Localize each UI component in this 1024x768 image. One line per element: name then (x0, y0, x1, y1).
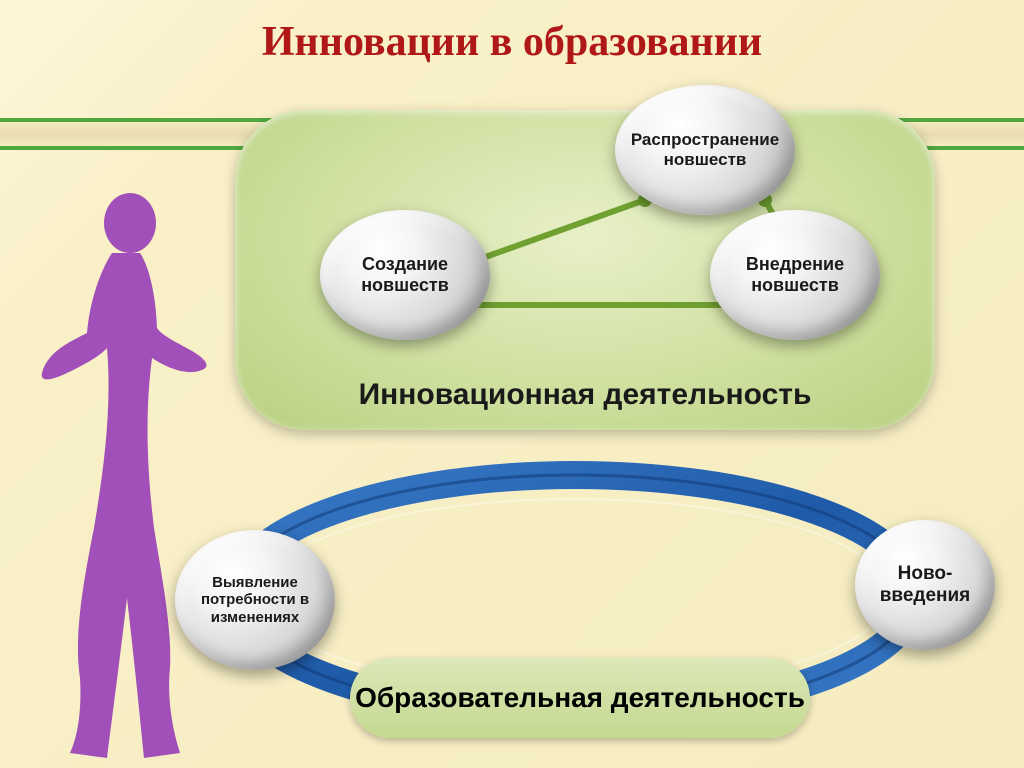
ring-label: Образовательная деятельность (350, 658, 810, 738)
innovation-panel: Распространение новшеств Создание новшес… (235, 110, 935, 430)
node-label: Выявление потребности в изменениях (175, 574, 335, 626)
node-distribution: Распространение новшеств (615, 85, 795, 215)
woman-silhouette (12, 158, 232, 758)
node-creation: Создание новшеств (320, 210, 490, 340)
node-label: Ново- введения (880, 563, 971, 607)
node-needs: Выявление потребности в изменениях (175, 530, 335, 670)
page-title: Инновации в образовании (0, 0, 1024, 76)
node-label: Внедрение новшеств (710, 254, 880, 295)
node-label: Создание новшеств (320, 254, 490, 295)
node-innovation: Ново- введения (855, 520, 995, 650)
node-implementation: Внедрение новшеств (710, 210, 880, 340)
panel-label: Инновационная деятельность (235, 378, 935, 412)
ring-label-text: Образовательная деятельность (355, 683, 805, 714)
node-label: Распространение новшеств (615, 130, 795, 169)
